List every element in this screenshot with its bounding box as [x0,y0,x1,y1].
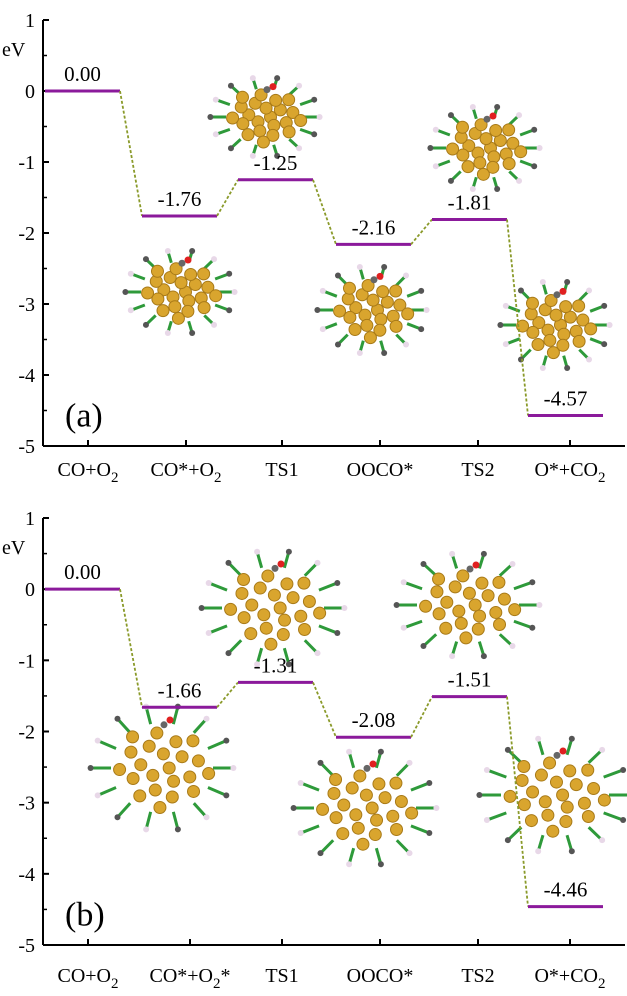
cluster-structure-image [393,550,543,660]
y-axis-label: eV [2,39,26,61]
y-tick-label: -1 [18,650,35,672]
x-tick-label: OOCO* [347,965,414,987]
cluster-structure-image [497,279,613,371]
y-tick-label: 0 [25,81,35,103]
y-tick-label: -5 [18,436,35,458]
y-tick-label: -2 [18,223,35,245]
level-connector [119,589,143,708]
level-connector [410,218,433,245]
x-tick-label: OOCO* [347,459,414,481]
x-tick-label: CO+O2 [57,965,118,992]
cluster-structure-image [476,735,627,855]
value-label: -2.16 [352,215,396,239]
cluster-structure-image [427,104,543,192]
level-connector [312,179,337,245]
y-tick-label: -4 [18,864,35,886]
y-tick-label: -5 [18,935,35,957]
value-label: -1.25 [254,151,298,175]
level-connector [506,696,529,907]
level-connector [312,682,337,738]
level-connector [410,696,433,738]
value-label: -1.51 [448,668,492,692]
panel-a: 1 0 -1 -2 -3 -4 -5 eV CO+O2 CO*+O2 TS1 OOCO* TS2 O*+C… [2,10,625,486]
cluster-structure-image [198,548,348,668]
level-connector [119,90,143,217]
value-label: 0.00 [64,560,101,584]
panel-label: (a) [65,398,103,435]
y-tick-label: 1 [25,508,35,530]
level-connector [506,219,529,416]
x-tick-label: TS1 [265,459,298,481]
value-label: -1.81 [448,191,492,215]
x-tick-label: O*+CO2 [534,459,605,486]
y-axis-label: eV [2,537,26,559]
value-label: -1.31 [254,653,298,677]
level-connector [216,179,239,217]
value-label: -1.66 [158,678,202,702]
cluster-structure-image [207,75,323,159]
cluster-structure-image [290,748,440,868]
x-tick-label: TS2 [461,459,494,481]
value-label: -4.57 [544,386,588,410]
value-label: -2.08 [352,708,396,732]
level-connector [216,681,239,708]
y-tick-label: 1 [25,10,35,32]
y-tick-label: -1 [18,152,35,174]
x-tick-label: CO+O2 [57,459,118,486]
y-tick-label: -3 [18,294,35,316]
y-tick-label: -3 [18,793,35,815]
y-tick-label: 0 [25,579,35,601]
x-tick-label: TS1 [265,965,298,987]
value-label: -4.46 [544,878,588,902]
x-tick-label: CO*+O2 [150,459,221,486]
x-tick-label: O*+CO2 [534,965,605,992]
x-tick-label: TS2 [461,965,494,987]
cluster-structure-image [87,703,237,833]
x-tick-label: CO*+O2* [149,965,230,992]
panel-b: 1 0 -1 -2 -3 -4 -5 eV CO+O2 CO*+O2* TS1 OOCO* TS2 O*+… [2,508,627,992]
y-tick-label: -4 [18,365,35,387]
y-tick-label: -2 [18,722,35,744]
cluster-structure-image [314,264,430,356]
panel-label: (b) [65,896,105,933]
value-label: -1.76 [158,187,202,211]
value-label: 0.00 [64,62,101,86]
cluster-structure-image [122,248,238,336]
